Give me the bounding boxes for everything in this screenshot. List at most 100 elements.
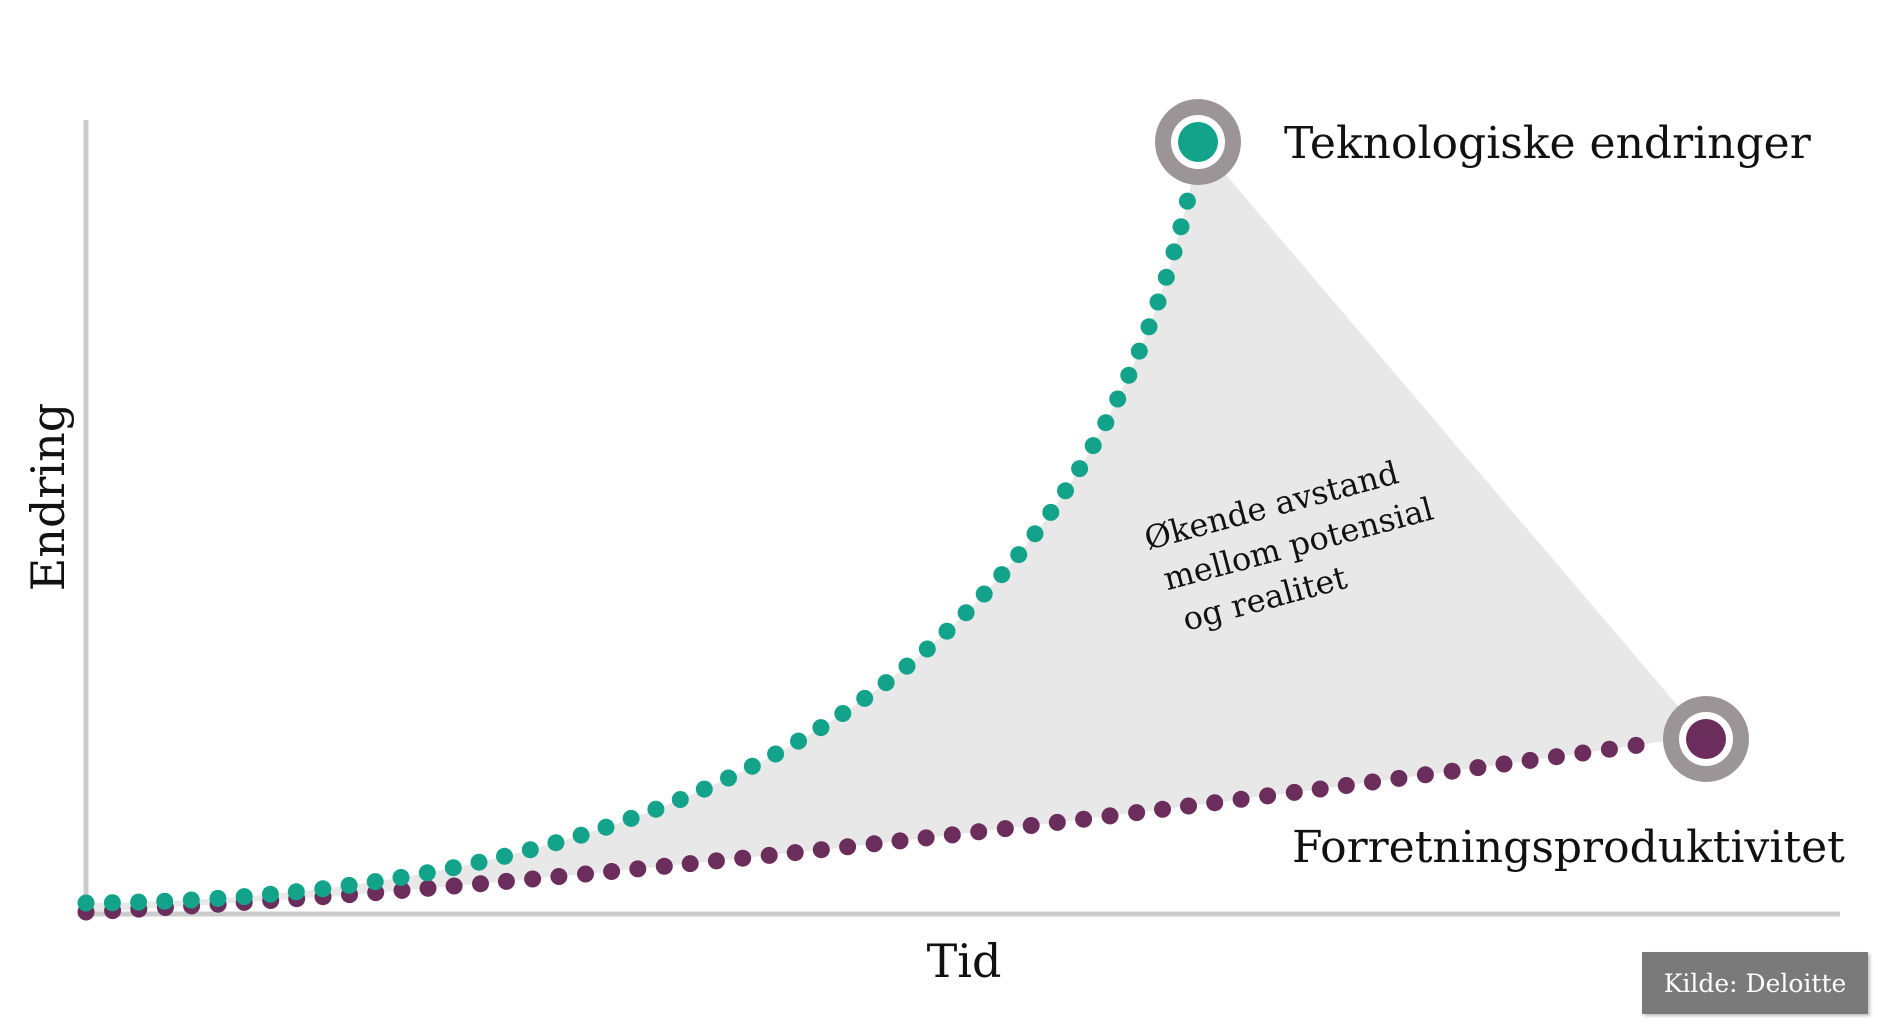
productivity-dot-24 xyxy=(707,852,725,870)
technology-dot-45 xyxy=(1097,414,1115,432)
technology-dot-42 xyxy=(1057,482,1074,500)
productivity-dot-15 xyxy=(472,875,489,893)
productivity-dot-36 xyxy=(1022,817,1040,834)
gap-area xyxy=(86,142,1706,912)
technology-dot-34 xyxy=(918,640,936,658)
productivity-dot-22 xyxy=(655,857,673,875)
technology-dot-24 xyxy=(695,780,713,798)
productivity-dot-12 xyxy=(393,881,411,899)
productivity-dot-38 xyxy=(1075,810,1093,828)
technology-dot-4 xyxy=(182,891,200,909)
technology-dot-38 xyxy=(993,566,1011,584)
technology-dot-32 xyxy=(877,674,895,692)
source-badge: Kilde: Deloitte xyxy=(1642,952,1868,1014)
technology-dot-39 xyxy=(1010,546,1028,564)
technology-dot-41 xyxy=(1042,503,1060,521)
productivity-dot-46 xyxy=(1285,783,1303,801)
technology-dot-50 xyxy=(1149,293,1167,311)
productivity-dot-49 xyxy=(1364,773,1381,791)
productivity-dot-43 xyxy=(1206,794,1224,812)
productivity-dot-20 xyxy=(603,863,621,880)
technology-dot-40 xyxy=(1026,525,1044,543)
productivity-dot-55 xyxy=(1521,751,1539,769)
productivity-dot-14 xyxy=(445,877,463,895)
technology-dot-12 xyxy=(392,869,410,886)
technology-dot-2 xyxy=(130,893,148,911)
technology-dot-3 xyxy=(156,892,174,910)
productivity-dot-58 xyxy=(1600,740,1618,758)
technology-dot-21 xyxy=(622,809,640,827)
technology-dot-28 xyxy=(790,732,807,750)
productivity-dot-57 xyxy=(1574,744,1592,762)
productivity-dot-54 xyxy=(1495,755,1513,773)
productivity-dot-50 xyxy=(1390,769,1408,787)
productivity-dot-56 xyxy=(1547,748,1565,766)
productivity-dot-33 xyxy=(943,826,961,844)
productivity-dot-27 xyxy=(786,844,804,862)
productivity-dot-44 xyxy=(1232,790,1250,808)
technology-dot-53 xyxy=(1172,218,1190,236)
productivity-dot-52 xyxy=(1443,762,1461,780)
technology-dot-23 xyxy=(671,791,689,808)
productivity-dot-47 xyxy=(1311,780,1329,798)
productivity-dot-28 xyxy=(812,841,830,859)
productivity-dot-30 xyxy=(865,835,883,853)
productivity-dot-26 xyxy=(760,846,778,864)
productivity-dot-32 xyxy=(917,829,935,847)
technology-dot-43 xyxy=(1071,460,1089,478)
technology-dot-11 xyxy=(366,873,384,891)
productivity-dot-40 xyxy=(1128,804,1146,822)
technology-dot-20 xyxy=(597,818,615,836)
technology-dot-29 xyxy=(812,719,830,737)
technology-series-label: Teknologiske endringer xyxy=(1284,118,1812,169)
technology-dot-18 xyxy=(547,834,565,852)
technology-dotted-curve xyxy=(77,192,1196,912)
technology-dot-16 xyxy=(496,847,513,865)
technology-dot-7 xyxy=(261,885,279,903)
technology-dot-27 xyxy=(767,745,785,763)
technology-dot-54 xyxy=(1178,192,1196,210)
productivity-dot-34 xyxy=(970,823,988,841)
technology-dot-19 xyxy=(572,826,590,844)
productivity-dot-19 xyxy=(577,865,594,883)
technology-dot-1 xyxy=(103,894,121,912)
technology-dot-46 xyxy=(1109,390,1127,408)
technology-dot-47 xyxy=(1120,366,1138,384)
technology-dot-30 xyxy=(834,705,852,722)
productivity-dot-29 xyxy=(839,838,857,856)
technology-dot-22 xyxy=(647,800,665,818)
technology-dot-13 xyxy=(418,864,436,882)
y-axis-label: Endring xyxy=(21,403,75,591)
productivity-dot-25 xyxy=(734,849,752,867)
productivity-dot-13 xyxy=(419,879,437,897)
technology-dot-49 xyxy=(1140,318,1158,336)
productivity-dot-35 xyxy=(996,820,1014,838)
technology-dot-35 xyxy=(938,622,956,640)
technology-dot-10 xyxy=(340,876,358,894)
productivity-dot-18 xyxy=(550,868,568,885)
x-axis-label: Tid xyxy=(927,934,1002,988)
productivity-dot-37 xyxy=(1048,813,1066,831)
productivity-dot-48 xyxy=(1337,777,1355,794)
productivity-dot-41 xyxy=(1154,800,1171,818)
technology-dot-26 xyxy=(743,757,761,775)
productivity-dot-17 xyxy=(524,870,542,888)
technology-dot-44 xyxy=(1084,437,1102,455)
technology-dot-33 xyxy=(898,657,916,675)
productivity-end-marker xyxy=(1663,696,1749,782)
technology-dot-8 xyxy=(287,883,305,901)
productivity-dot-53 xyxy=(1469,759,1487,777)
productivity-dot-31 xyxy=(891,832,909,850)
productivity-dot-23 xyxy=(681,855,699,873)
technology-end-marker xyxy=(1155,99,1241,185)
technology-dot-51 xyxy=(1157,268,1175,286)
technology-dot-5 xyxy=(209,889,227,907)
technology-dot-6 xyxy=(235,888,253,906)
productivity-dot-45 xyxy=(1259,787,1277,805)
productivity-dot-59 xyxy=(1627,736,1645,754)
technology-dot-37 xyxy=(975,585,993,603)
productivity-dot-16 xyxy=(497,872,515,890)
technology-dot-9 xyxy=(314,880,332,898)
productivity-dot-42 xyxy=(1180,797,1197,815)
